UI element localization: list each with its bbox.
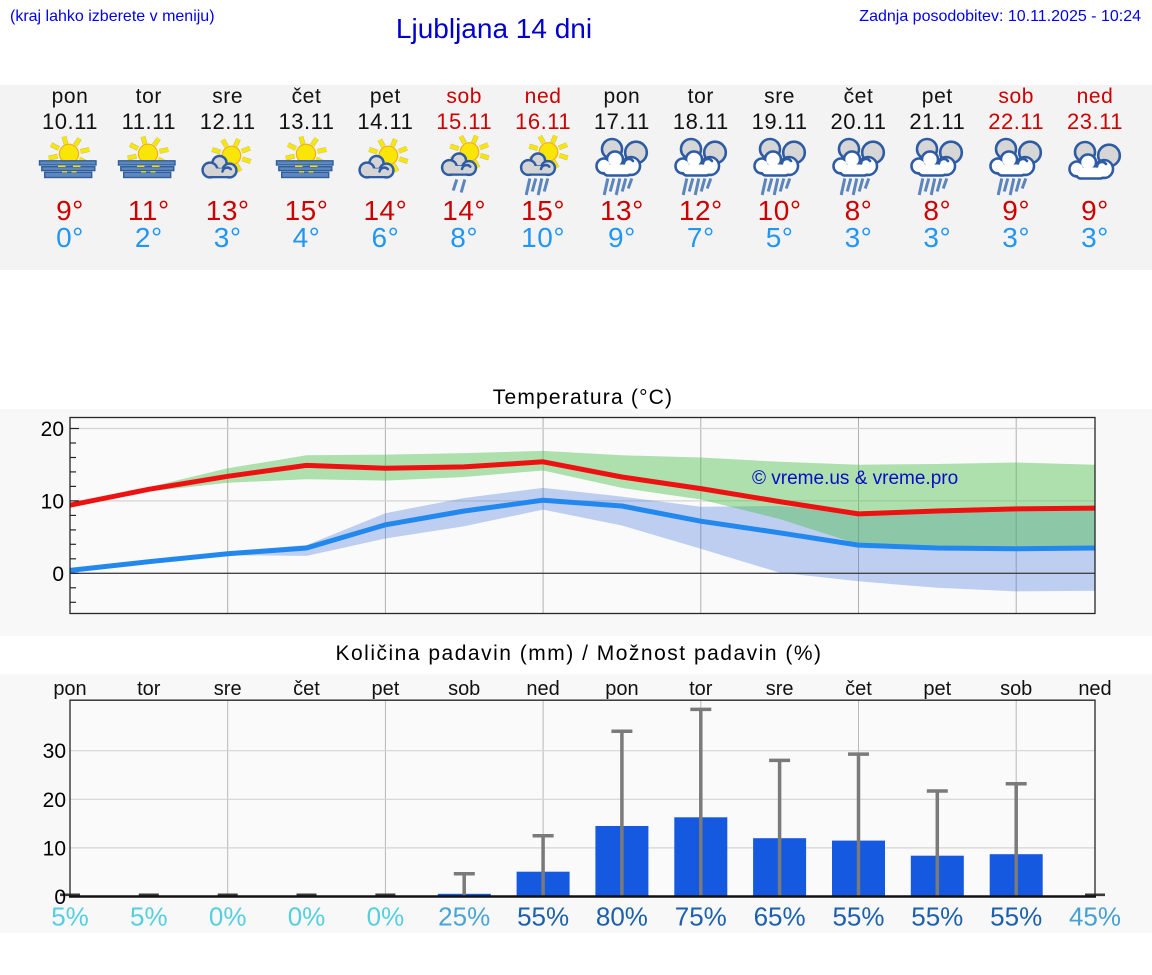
svg-text:55%: 55% — [990, 902, 1042, 932]
svg-text:20: 20 — [43, 789, 66, 812]
svg-text:tor: tor — [689, 678, 713, 700]
svg-text:0: 0 — [54, 886, 66, 909]
svg-text:sre: sre — [766, 678, 794, 700]
svg-text:30: 30 — [43, 740, 66, 763]
svg-text:75%: 75% — [675, 902, 727, 932]
svg-text:0%: 0% — [288, 902, 326, 932]
svg-text:25%: 25% — [438, 902, 490, 932]
svg-text:0: 0 — [52, 563, 64, 586]
svg-text:55%: 55% — [911, 902, 963, 932]
svg-text:© vreme.us & vreme.pro: © vreme.us & vreme.pro — [752, 468, 958, 489]
svg-text:80%: 80% — [596, 902, 648, 932]
svg-text:čet: čet — [845, 678, 872, 700]
svg-text:0%: 0% — [209, 902, 247, 932]
svg-text:10: 10 — [41, 490, 64, 513]
svg-text:čet: čet — [293, 678, 320, 700]
svg-text:0%: 0% — [367, 902, 405, 932]
svg-text:55%: 55% — [517, 902, 569, 932]
svg-text:5%: 5% — [51, 902, 89, 932]
svg-text:pon: pon — [53, 678, 86, 700]
svg-text:sob: sob — [448, 678, 480, 700]
svg-text:pet: pet — [923, 678, 951, 700]
svg-text:65%: 65% — [754, 902, 806, 932]
svg-text:45%: 45% — [1069, 902, 1121, 932]
svg-text:sob: sob — [1000, 678, 1032, 700]
svg-text:ned: ned — [1078, 678, 1111, 700]
svg-text:tor: tor — [137, 678, 161, 700]
svg-text:sre: sre — [214, 678, 242, 700]
svg-text:10: 10 — [43, 837, 66, 860]
svg-text:pet: pet — [371, 678, 399, 700]
svg-text:55%: 55% — [832, 902, 884, 932]
svg-text:20: 20 — [41, 418, 64, 441]
svg-text:ned: ned — [526, 678, 559, 700]
svg-text:5%: 5% — [130, 902, 168, 932]
svg-text:pon: pon — [605, 678, 638, 700]
